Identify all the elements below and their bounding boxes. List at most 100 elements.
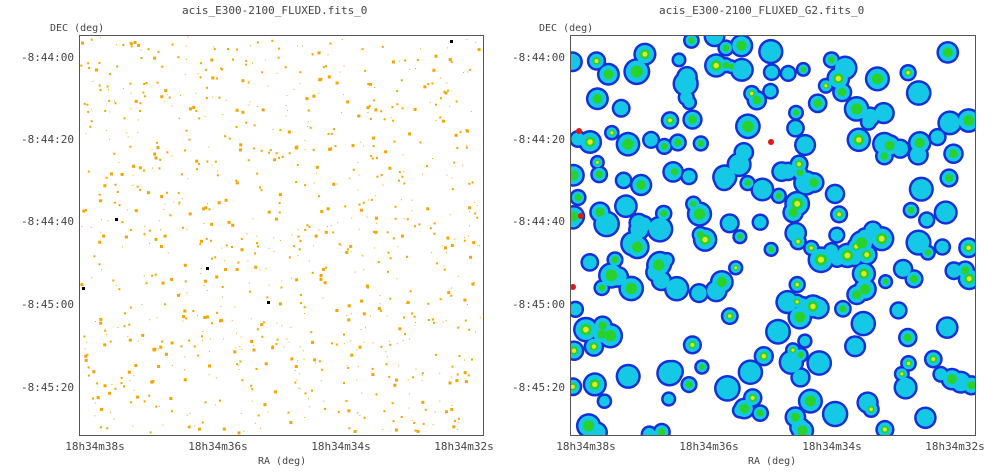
event-pixel <box>303 358 305 360</box>
event-pixel <box>208 208 211 211</box>
smoothed-blob-core <box>699 364 705 370</box>
event-pixel <box>276 322 278 324</box>
right-ra-tick: 18h34m34s <box>802 440 862 453</box>
event-pixel <box>239 143 243 147</box>
event-pixel <box>315 362 317 364</box>
event-pixel <box>286 338 288 340</box>
event-pixel <box>423 85 427 89</box>
event-pixel <box>205 97 208 99</box>
event-pixel <box>132 184 134 186</box>
event-pixel <box>311 271 314 274</box>
event-pixel <box>213 46 215 48</box>
smoothed-blob <box>663 362 682 381</box>
event-pixel <box>85 133 87 135</box>
event-pixel <box>396 343 398 345</box>
event-pixel <box>201 340 203 341</box>
event-pixel <box>383 410 386 413</box>
right-dec-tick: -8:44:20 <box>512 133 565 146</box>
event-pixel <box>220 306 222 308</box>
event-pixel <box>398 179 400 182</box>
event-pixel <box>235 108 239 112</box>
event-pixel <box>373 230 375 233</box>
event-pixel <box>285 115 287 117</box>
smoothed-blob-peak <box>791 348 795 352</box>
event-pixel <box>368 199 370 201</box>
event-pixel <box>331 342 334 345</box>
event-pixel <box>371 136 375 140</box>
event-pixel <box>279 129 282 132</box>
event-pixel <box>311 340 314 344</box>
event-pixel <box>84 348 86 350</box>
event-pixel <box>129 228 132 231</box>
event-pixel <box>84 354 88 358</box>
event-pixel <box>208 364 211 368</box>
smoothed-blob-core <box>688 37 695 44</box>
event-pixel <box>248 282 250 284</box>
event-pixel <box>330 132 333 135</box>
event-pixel <box>380 345 383 348</box>
event-pixel <box>154 156 158 160</box>
smoothed-blob <box>916 409 935 427</box>
event-pixel <box>349 178 351 180</box>
smoothed-blob-core <box>949 149 958 158</box>
event-pixel <box>332 231 335 234</box>
event-pixel <box>374 195 376 197</box>
smoothed-blob-peak <box>906 71 910 75</box>
event-pixel <box>317 51 321 55</box>
event-pixel <box>391 402 394 405</box>
smoothed-blob <box>773 163 790 180</box>
event-pixel <box>254 252 257 255</box>
event-pixel <box>468 328 471 331</box>
event-pixel <box>345 251 349 254</box>
event-pixel <box>157 365 161 368</box>
event-pixel <box>222 427 226 431</box>
event-pixel <box>349 244 353 248</box>
smoothed-blob <box>910 146 927 164</box>
event-pixel <box>442 245 444 247</box>
event-pixel <box>255 368 258 370</box>
event-pixel <box>211 257 213 260</box>
event-pixel <box>474 282 475 283</box>
event-pixel <box>177 293 180 297</box>
right-dec-tick: -8:44:40 <box>512 215 565 228</box>
left-dec-tick: -8:45:00 <box>21 298 74 311</box>
event-pixel <box>412 419 414 421</box>
event-pixel <box>468 182 471 185</box>
event-pixel <box>335 343 338 346</box>
smoothed-blob-core <box>903 333 912 342</box>
smoothed-blob <box>675 73 697 95</box>
event-pixel <box>463 72 465 73</box>
event-pixel <box>350 340 352 342</box>
event-pixel <box>339 71 341 73</box>
event-pixel <box>379 310 382 312</box>
event-pixel <box>129 82 132 85</box>
event-pixel <box>308 397 309 399</box>
event-pixel <box>188 339 191 342</box>
event-pixel <box>177 56 180 59</box>
smoothed-blob <box>808 352 830 374</box>
event-pixel <box>126 132 128 134</box>
event-pixel <box>128 338 132 342</box>
event-pixel <box>322 297 324 299</box>
event-pixel <box>260 189 263 192</box>
event-pixel <box>130 92 132 94</box>
event-pixel <box>112 279 115 282</box>
event-pixel <box>129 145 132 148</box>
smoothed-blob-core <box>907 207 915 214</box>
event-pixel <box>446 82 448 84</box>
event-pixel <box>401 107 404 110</box>
event-pixel <box>108 89 109 91</box>
event-pixel <box>233 350 237 354</box>
event-pixel <box>183 149 186 152</box>
event-pixel <box>99 426 102 429</box>
smoothed-blob-peak <box>596 161 599 164</box>
event-pixel <box>211 164 213 166</box>
smoothed-blob-core <box>852 290 862 300</box>
smoothed-blob-core <box>697 140 704 147</box>
event-pixel <box>129 306 132 309</box>
event-pixel <box>200 239 203 243</box>
event-pixel <box>297 360 299 362</box>
event-pixel <box>139 102 142 105</box>
event-pixel <box>238 364 240 366</box>
event-pixel <box>121 246 123 248</box>
